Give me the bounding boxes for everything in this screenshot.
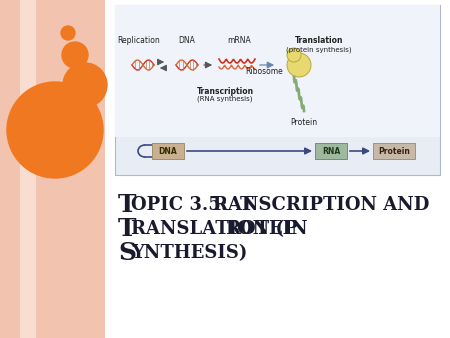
- Text: mRNA: mRNA: [227, 36, 251, 45]
- Circle shape: [287, 48, 301, 62]
- Text: DNA: DNA: [179, 36, 195, 45]
- Text: Replication: Replication: [117, 36, 160, 45]
- Text: YNTHESIS): YNTHESIS): [131, 244, 248, 262]
- Text: Translation: Translation: [295, 36, 343, 45]
- Text: Protein: Protein: [290, 118, 318, 127]
- Bar: [115, 5, 440, 175]
- Circle shape: [63, 63, 107, 107]
- Text: OPIC 3.5:  T: OPIC 3.5: T: [131, 196, 253, 214]
- Bar: [105, 0, 450, 338]
- Circle shape: [287, 53, 311, 77]
- Text: T: T: [118, 217, 136, 241]
- Text: Ribosome: Ribosome: [245, 67, 283, 75]
- Text: S: S: [118, 241, 136, 265]
- Text: Protein: Protein: [378, 146, 410, 155]
- FancyBboxPatch shape: [152, 143, 184, 159]
- Text: T: T: [118, 193, 136, 217]
- Circle shape: [62, 42, 88, 68]
- Bar: [115, 5, 440, 137]
- Text: RANSLATION (P: RANSLATION (P: [131, 220, 298, 238]
- Bar: [20, 0, 36, 338]
- Bar: [0, 0, 105, 338]
- Text: RNA: RNA: [322, 146, 340, 155]
- Text: (RNA synthesis): (RNA synthesis): [197, 95, 253, 101]
- FancyBboxPatch shape: [373, 143, 415, 159]
- Circle shape: [61, 26, 75, 40]
- Text: DNA: DNA: [158, 146, 177, 155]
- Text: Transcription: Transcription: [197, 87, 253, 96]
- Text: ROTEIN: ROTEIN: [225, 220, 308, 238]
- Text: (protein synthesis): (protein synthesis): [286, 47, 352, 53]
- Text: RANSCRIPTION AND: RANSCRIPTION AND: [213, 196, 429, 214]
- Circle shape: [7, 82, 103, 178]
- FancyBboxPatch shape: [315, 143, 347, 159]
